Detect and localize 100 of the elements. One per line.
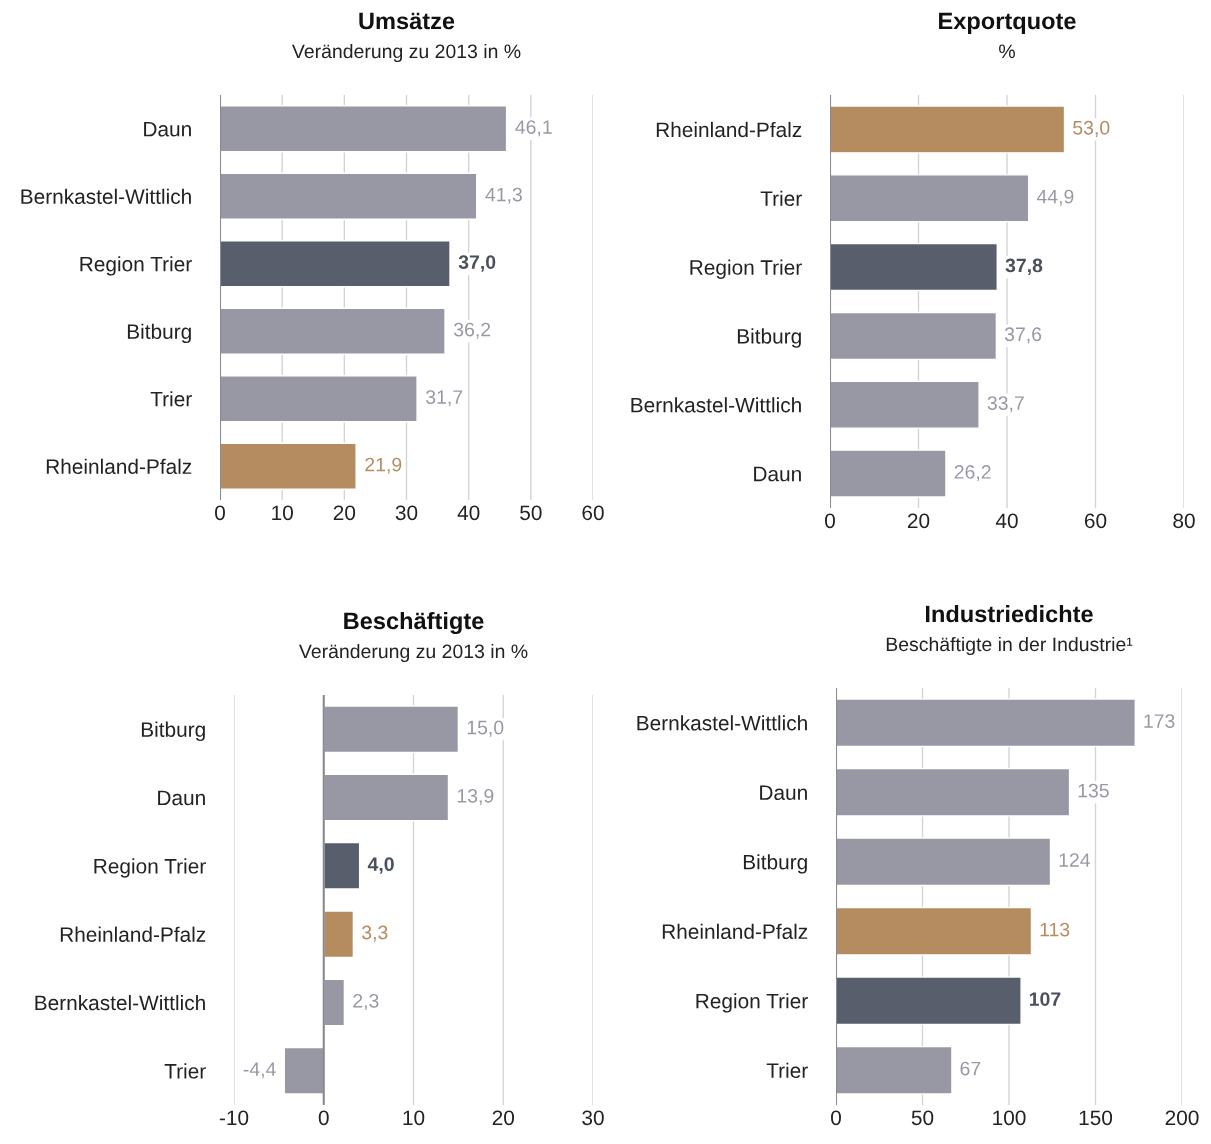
y-tick-label: Daun [144,121,191,137]
x-tick-label: 60 [582,505,604,521]
chart-subtitle: Beschäftigte in der Industrie¹ [886,636,1133,656]
data-label: 31,7 [426,390,463,407]
data-label: 26,2 [954,465,991,482]
x-tick-label: 0 [215,505,225,521]
x-tick-label: -10 [219,1110,249,1126]
y-tick-label: Trier [150,391,192,407]
data-label: 2,3 [353,993,379,1011]
bar [220,172,478,220]
x-tick-label: 30 [395,505,418,521]
y-tick-label: Rheinland-Pfalz [46,458,192,474]
bar [830,242,998,292]
chart-title: Exportquote [939,12,1076,34]
bar [323,841,361,890]
y-tick-label: Bernkastel-Wittlich [631,397,801,413]
x-tick-label: 100 [993,1110,1026,1126]
bar [836,906,1033,956]
data-label: 41,3 [485,187,522,204]
data-label: 37,0 [458,255,496,272]
bar [830,311,998,361]
chart-subtitle: Veränderung zu 2013 in % [299,643,528,663]
x-tick-label: 0 [831,1110,841,1126]
y-tick-label: Bernkastel-Wittlich [35,994,205,1011]
x-tick-label: 80 [1173,513,1195,529]
data-label: 124 [1059,853,1090,867]
bar [283,1046,325,1095]
chart-subtitle: Veränderung zu 2013 in % [292,43,521,63]
bar [836,698,1136,748]
y-tick-label: Trier [766,1062,808,1078]
y-tick-label: Rheinland-Pfalz [656,121,802,138]
bar [836,837,1052,887]
y-tick-label: Daun [760,785,807,800]
data-label: 4,0 [367,857,394,874]
bar [220,240,451,288]
x-tick-label: 40 [457,505,480,521]
data-label: 3,3 [362,925,388,942]
y-tick-label: Bitburg [743,854,807,874]
bar [220,442,357,490]
data-label: 107 [1029,992,1061,1006]
x-tick-label: 60 [1084,513,1107,529]
x-tick-label: 150 [1079,1110,1113,1126]
bar [830,380,980,429]
data-label: 53,0 [1073,120,1110,137]
bar [323,910,355,959]
data-label: 135 [1078,783,1109,798]
bar [323,705,460,754]
x-tick-label: 50 [520,505,542,521]
chart-title: Industriedichte [925,604,1093,623]
x-tick-label: 20 [907,513,930,529]
y-tick-label: Region Trier [690,259,802,279]
x-tick-label: 40 [995,513,1018,529]
bar [836,976,1022,1026]
x-tick-label: 20 [492,1110,515,1126]
bar [836,1045,953,1095]
bar [220,105,508,153]
bar [323,773,450,822]
data-label: 13,9 [457,788,494,806]
chart-title: Beschäftigte [344,611,484,635]
bar [836,767,1071,817]
data-label: -4,4 [243,1062,276,1079]
x-tick-label: 50 [911,1110,934,1126]
bar [830,174,1030,223]
data-label: 33,7 [987,396,1024,413]
y-tick-label: Trier [760,190,802,206]
y-tick-label: Bernkastel-Wittlich [637,715,807,731]
data-label: 15,0 [467,720,504,737]
bar [830,105,1066,154]
x-tick-label: 10 [272,505,293,521]
chart-subtitle: % [999,44,1015,59]
x-tick-label: 10 [403,1110,425,1126]
y-tick-label: Bernkastel-Wittlich [21,188,191,204]
data-label: 37,8 [1005,258,1043,276]
x-tick-label: 0 [825,513,835,529]
data-label: 67 [960,1061,981,1076]
x-tick-label: 20 [333,505,356,521]
data-label: 44,9 [1036,189,1074,206]
y-tick-label: Daun [754,466,801,482]
data-label: 173 [1144,714,1175,728]
data-label: 113 [1040,922,1070,937]
y-tick-label: Trier [164,1063,206,1079]
y-tick-label: Region Trier [696,993,808,1013]
y-tick-label: Bitburg [737,328,801,348]
data-label: 46,1 [515,120,552,137]
x-tick-label: 30 [582,1110,604,1126]
y-tick-label: Rheinland-Pfalz [60,926,206,942]
y-tick-label: Region Trier [94,858,206,878]
y-tick-label: Daun [158,790,205,806]
data-label: 37,6 [1004,327,1042,344]
y-tick-label: Region Trier [80,256,192,276]
y-tick-label: Bitburg [127,323,191,344]
data-label: 21,9 [365,457,402,474]
x-tick-label: 0 [318,1110,329,1126]
y-tick-label: Bitburg [141,721,205,742]
chart-title: Umsätze [359,12,455,30]
bar [830,449,947,498]
bar [220,375,418,423]
x-tick-label: 200 [1165,1110,1199,1126]
data-label: 36,2 [453,322,491,339]
bar [220,307,446,355]
